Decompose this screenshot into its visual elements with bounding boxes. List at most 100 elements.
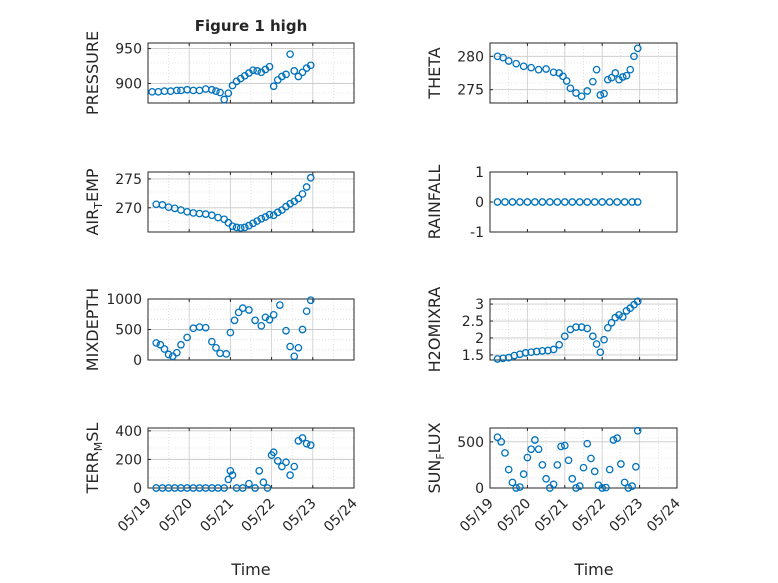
data-point xyxy=(618,73,627,81)
data-point xyxy=(234,308,243,317)
data-point xyxy=(538,346,547,355)
data-point xyxy=(583,324,592,333)
y-tick-label: 200 xyxy=(115,452,142,468)
data-point xyxy=(278,72,286,81)
data-point xyxy=(628,482,636,491)
figure-title: Figure 1 high xyxy=(195,17,308,35)
y-tick-label: 500 xyxy=(457,435,484,451)
data-point xyxy=(294,194,303,203)
data-point xyxy=(613,434,622,443)
data-point xyxy=(306,61,315,70)
subplot-pressure: 900 950 PRESSURE xyxy=(83,31,355,115)
data-point xyxy=(269,311,278,319)
data-point xyxy=(568,474,577,483)
data-point xyxy=(575,198,584,206)
data-point xyxy=(212,343,220,352)
data-point xyxy=(290,67,299,75)
data-point xyxy=(613,198,622,206)
data-point xyxy=(298,68,307,77)
data-point xyxy=(545,198,554,206)
y-tick-label: 2.5 xyxy=(462,314,484,330)
axes-box xyxy=(489,42,678,104)
x-tick-label: 05/21 xyxy=(197,496,237,536)
subplot-air-temp: 270 275 AIRTEMP xyxy=(83,168,355,236)
data-point xyxy=(240,223,249,232)
data-point xyxy=(602,483,610,492)
data-point xyxy=(269,448,278,457)
y-tick-label: -1 xyxy=(470,225,484,241)
y-tick-label: 500 xyxy=(115,323,142,339)
data-point xyxy=(230,316,239,325)
data-point xyxy=(282,70,290,79)
data-point xyxy=(605,465,614,474)
data-point xyxy=(544,346,552,355)
data-point xyxy=(609,436,618,444)
data-point xyxy=(523,198,532,206)
data-point xyxy=(302,439,311,448)
data-point xyxy=(257,214,266,223)
axes-box xyxy=(489,298,678,361)
data-point xyxy=(603,323,612,332)
data-point xyxy=(519,470,528,479)
data-point xyxy=(245,221,253,230)
y-tick-label: 1.5 xyxy=(462,348,484,364)
data-point xyxy=(493,433,502,442)
data-point xyxy=(592,340,601,348)
data-point xyxy=(232,223,241,232)
data-point xyxy=(632,462,640,471)
data-point xyxy=(208,85,216,94)
data-point xyxy=(294,72,303,81)
data-point xyxy=(172,348,181,357)
y-tick-label: 0 xyxy=(475,195,484,211)
x-tick-label: 05/21 xyxy=(532,496,572,536)
data-point xyxy=(523,453,532,462)
data-point xyxy=(572,484,580,492)
data-point xyxy=(617,460,625,468)
data-point xyxy=(527,445,535,454)
subplot-h2omixra: 1.522.53 H2OMIXRA xyxy=(425,287,678,373)
y-tick-label: 1 xyxy=(475,165,484,181)
data-point xyxy=(626,65,635,74)
y-axis-label: H2OMIXRA xyxy=(425,287,444,373)
data-point xyxy=(572,323,580,331)
data-point xyxy=(253,67,262,75)
data-point xyxy=(302,307,311,316)
y-axis-label: MIXDEPTH xyxy=(83,288,102,371)
data-point xyxy=(512,484,521,492)
data-point xyxy=(628,198,636,206)
axes-box xyxy=(147,42,355,104)
data-point xyxy=(508,478,517,487)
data-point xyxy=(532,347,541,356)
data-point xyxy=(605,198,614,206)
data-point xyxy=(306,173,315,182)
y-tick-label: 0 xyxy=(475,481,484,497)
data-point xyxy=(257,321,266,330)
data-point xyxy=(269,82,278,91)
y-axis-label: PRESSURE xyxy=(83,31,102,115)
data-point xyxy=(290,462,299,471)
data-point xyxy=(590,467,599,476)
data-point xyxy=(596,348,605,357)
data-point xyxy=(633,44,642,53)
y-tick-label: 275 xyxy=(457,83,484,99)
data-point xyxy=(493,198,502,206)
x-axis-label-right: Time xyxy=(573,560,613,579)
data-point xyxy=(286,342,294,351)
x-axis-label-left: Time xyxy=(230,560,270,579)
data-point xyxy=(575,482,584,491)
data-point xyxy=(583,87,592,95)
data-point xyxy=(534,65,543,74)
data-point xyxy=(504,57,513,65)
data-point xyxy=(499,354,507,363)
data-point xyxy=(566,84,575,93)
data-point xyxy=(590,198,599,206)
data-point xyxy=(253,217,262,225)
data-point xyxy=(592,65,601,74)
data-point xyxy=(508,198,517,206)
data-point xyxy=(282,458,290,467)
data-point xyxy=(504,465,513,474)
data-point xyxy=(228,471,237,479)
data-point xyxy=(224,89,233,98)
